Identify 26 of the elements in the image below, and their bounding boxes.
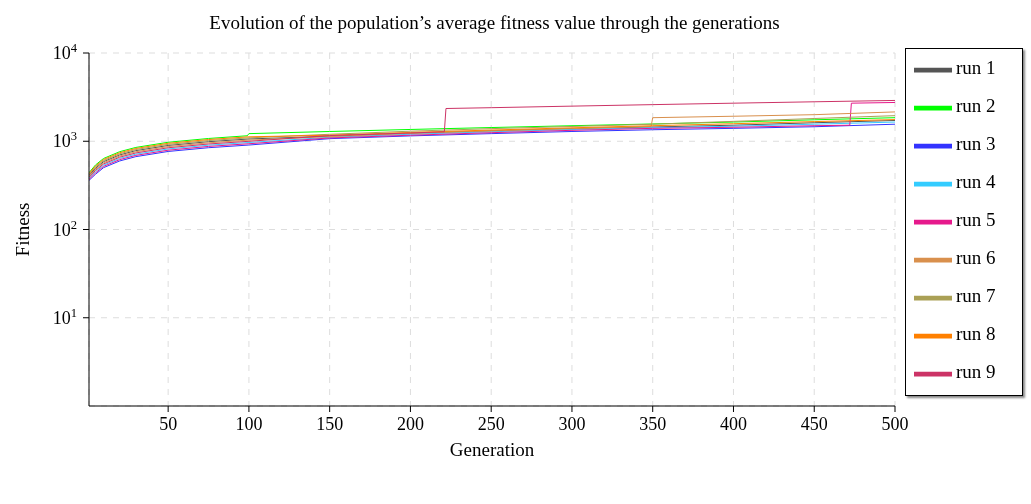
y-tick-label: 10$^{2}$ [52, 217, 77, 240]
x-tick-label: 100 [235, 414, 263, 434]
x-tick-label: 50 [159, 414, 178, 434]
legend-label: run 6 [956, 247, 996, 269]
x-tick-label: 500 [881, 414, 909, 434]
x-tick-label: 300 [558, 414, 586, 434]
x-tick-label: 350 [639, 414, 667, 434]
y-tick-label: 10$^{3}$ [52, 129, 77, 152]
legend-label: run 1 [956, 57, 996, 79]
legend-label: run 2 [956, 95, 996, 117]
x-tick-label: 200 [396, 414, 424, 434]
legend-label: run 5 [956, 209, 996, 231]
legend-label: run 4 [956, 171, 996, 193]
chart-title: Evolution of the population’s average fitness value through the generations [208, 12, 781, 34]
x-tick-label: 400 [719, 414, 747, 434]
y-tick-label: 10$^{1}$ [52, 305, 77, 328]
y-axis-title: Fitness [11, 202, 33, 257]
legend-label: run 8 [956, 323, 996, 345]
x-axis-title: Generation [449, 439, 535, 460]
legend-label: run 3 [956, 133, 996, 155]
x-tick-label: 250 [477, 414, 505, 434]
y-tick-label: 10$^{4}$ [52, 41, 78, 63]
legend-label: run 9 [956, 361, 996, 383]
x-tick-label: 450 [800, 414, 828, 434]
x-tick-label: 150 [316, 414, 344, 434]
legend-label: run 7 [956, 285, 996, 307]
